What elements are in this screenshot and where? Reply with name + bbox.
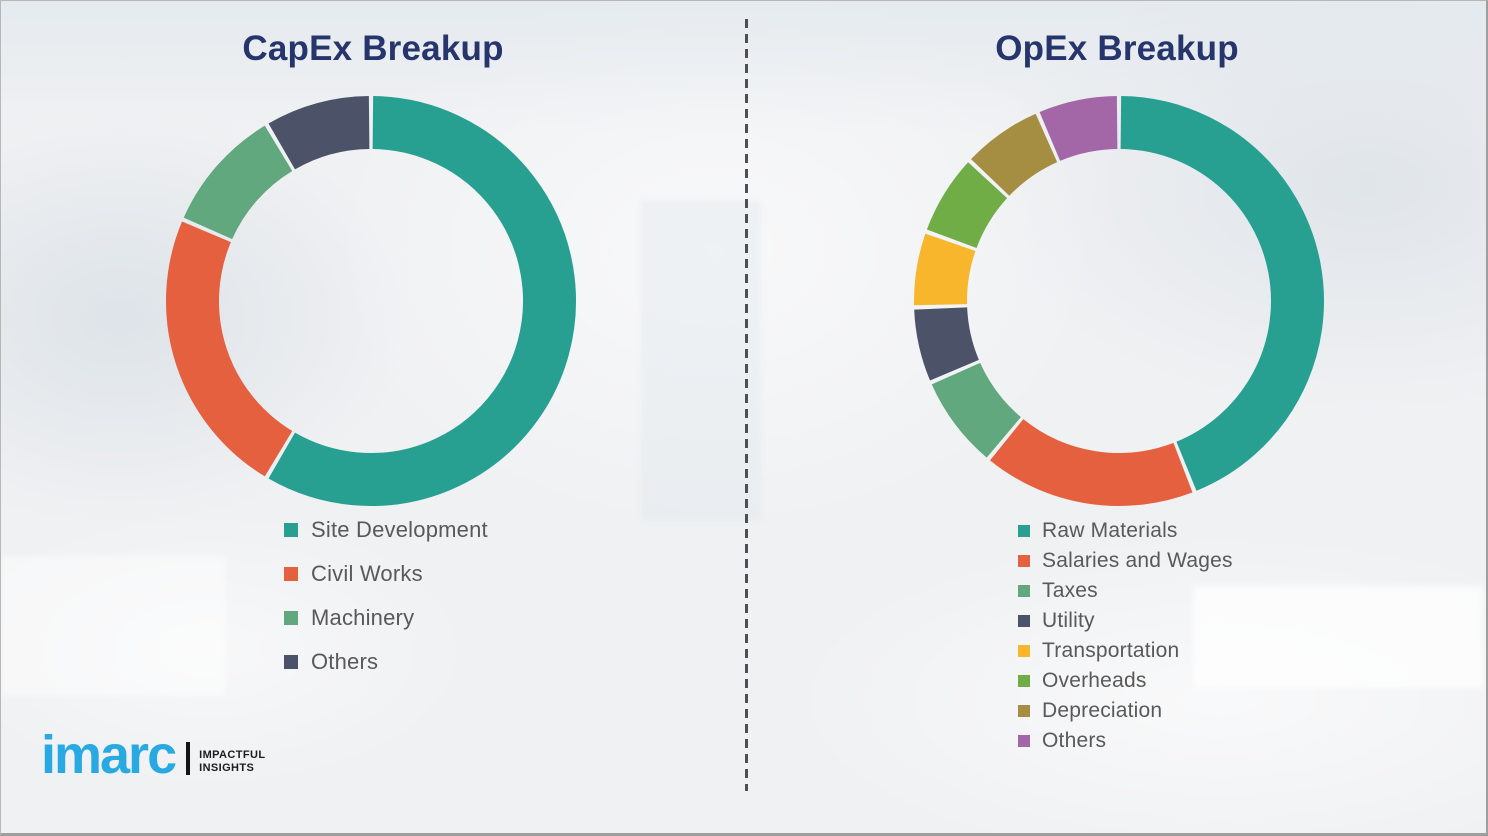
legend-swatch	[1018, 735, 1030, 747]
legend-label: Taxes	[1042, 579, 1098, 602]
tagline-line-2: INSIGHTS	[199, 762, 255, 775]
capex-legend: Site Development Civil Works Machinery Othe…	[284, 508, 488, 684]
donut-segment-depreciation	[971, 113, 1058, 197]
tagline-line-1: IMPACTFUL	[199, 749, 266, 762]
imarc-logo-wordmark: imarc	[41, 725, 177, 785]
donut-segment-utility	[914, 306, 980, 381]
legend-item: Salaries and Wages	[1018, 546, 1233, 576]
donut-segment-overheads	[926, 162, 1008, 249]
legend-swatch	[1018, 675, 1030, 687]
legend-swatch	[284, 523, 298, 537]
capex-donut-chart	[166, 96, 576, 506]
legend-item: Transportation	[1018, 636, 1233, 666]
legend-label: Salaries and Wages	[1042, 549, 1233, 572]
background-texture	[1193, 586, 1483, 688]
donut-segment-transportation	[914, 233, 976, 306]
opex-legend: Raw Materials Salaries and Wages Taxes Util…	[1018, 516, 1233, 756]
donut-segment-others	[268, 96, 371, 170]
legend-label: Machinery	[311, 605, 415, 630]
legend-item: Raw Materials	[1018, 516, 1233, 546]
legend-item: Others	[1018, 726, 1233, 756]
legend-swatch	[1018, 645, 1030, 657]
background-texture	[641, 201, 761, 521]
donut-segment-salaries-and-wages	[990, 418, 1193, 506]
legend-item: Others	[284, 640, 488, 684]
legend-item: Machinery	[284, 596, 488, 640]
background-texture	[1, 556, 226, 696]
capex-chart-title: CapEx Breakup	[242, 29, 504, 68]
imarc-logo-tagline: IMPACTFUL INSIGHTS	[199, 749, 265, 775]
legend-label: Overheads	[1042, 669, 1147, 692]
legend-swatch	[284, 567, 298, 581]
legend-label: Depreciation	[1042, 699, 1163, 722]
donut-segment-others	[1039, 96, 1119, 162]
legend-label: Site Development	[311, 517, 488, 542]
legend-item: Overheads	[1018, 666, 1233, 696]
legend-item: Taxes	[1018, 576, 1233, 606]
opex-chart-title: OpEx Breakup	[995, 29, 1239, 68]
legend-item: Depreciation	[1018, 696, 1233, 726]
legend-item: Utility	[1018, 606, 1233, 636]
donut-segment-machinery	[183, 125, 293, 240]
imarc-logo: imarc IMPACTFUL INSIGHTS	[41, 725, 265, 785]
legend-item: Site Development	[284, 508, 488, 552]
legend-label: Others	[311, 649, 379, 674]
opex-donut-chart	[914, 96, 1324, 506]
donut-segment-civil-works	[166, 221, 293, 477]
legend-label: Raw Materials	[1042, 519, 1178, 542]
donut-segment-raw-materials	[1120, 96, 1324, 491]
legend-label: Utility	[1042, 609, 1095, 632]
legend-swatch	[1018, 615, 1030, 627]
legend-label: Others	[1042, 729, 1107, 752]
legend-swatch	[1018, 705, 1030, 717]
legend-swatch	[1018, 525, 1030, 537]
logo-separator-bar	[186, 742, 191, 776]
divider-dashed-line	[745, 19, 748, 791]
legend-label: Civil Works	[311, 561, 423, 586]
legend-swatch	[284, 611, 298, 625]
legend-label: Transportation	[1042, 639, 1180, 662]
legend-swatch	[1018, 585, 1030, 597]
donut-segment-taxes	[931, 362, 1022, 458]
donut-segment-site-development	[268, 96, 576, 506]
legend-swatch	[284, 655, 298, 669]
legend-swatch	[1018, 555, 1030, 567]
legend-item: Civil Works	[284, 552, 488, 596]
